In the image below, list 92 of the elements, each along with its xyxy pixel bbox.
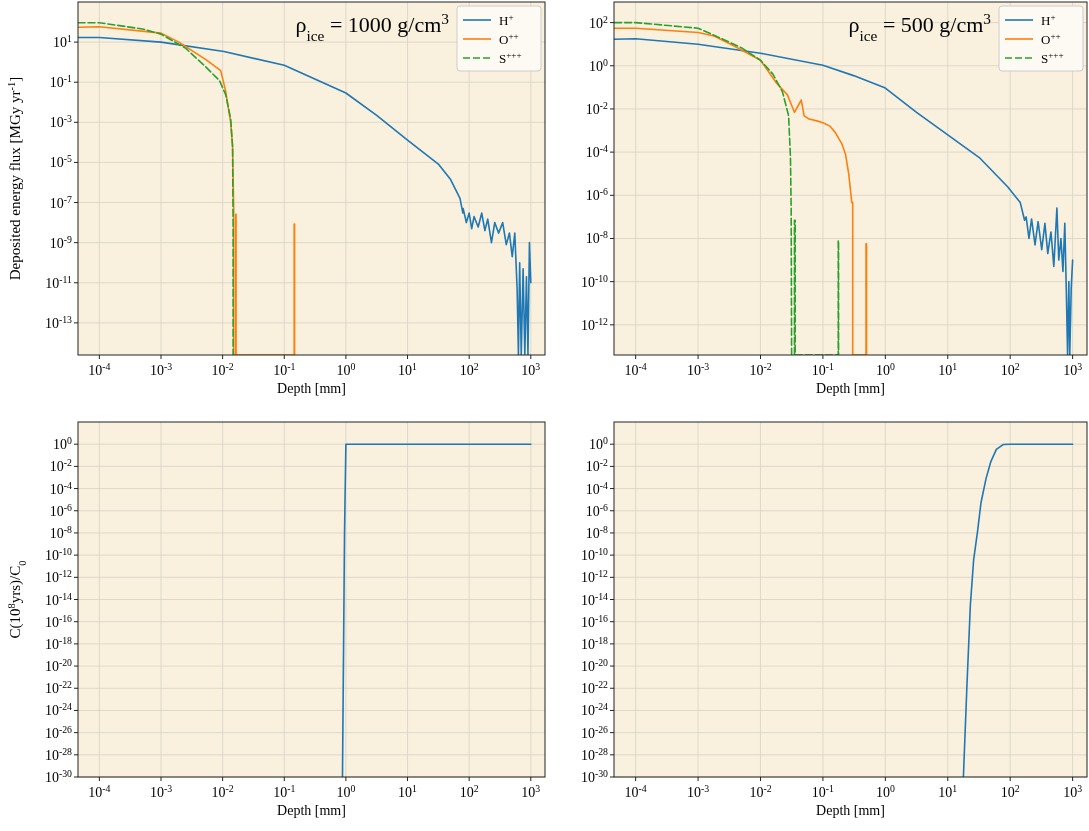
x-tick-label: 10$^{3}$	[1063, 782, 1083, 800]
y-tick-label: 10$^{-12}$	[580, 315, 609, 333]
x-tick-label: 10$^{2}$	[1000, 782, 1020, 800]
y-tick-label: 10$^{-10}$	[44, 545, 73, 564]
y-tick-label: 10$^{-30}$	[580, 767, 609, 785]
x-tick-label: 10$^{-4}$	[88, 360, 111, 378]
y-tick-label: 10$^{-9}$	[49, 233, 73, 251]
y-tick-label: 10$^{-12}$	[580, 567, 609, 586]
y-tick-label: 10$^{-16}$	[580, 612, 609, 630]
x-tick-label: 10$^{0}$	[336, 782, 356, 800]
y-tick-label: 10$^{-18}$	[44, 634, 73, 652]
legend-label: O$^{++}$	[1041, 31, 1061, 47]
y-tick-label: 10$^{-1}$	[49, 72, 73, 91]
y-tick-label: 10$^{-8}$	[585, 523, 609, 541]
y-tick-label: 10$^{1}$	[53, 32, 73, 51]
x-tick-label: 10$^{3}$	[1063, 360, 1083, 378]
y-tick-label: 10$^{-20}$	[580, 656, 609, 675]
x-axis-title: Depth [mm]	[816, 381, 885, 396]
x-tick-label: 10$^{-2}$	[749, 360, 772, 378]
y-tick-label: 10$^{-14}$	[44, 590, 73, 608]
y-tick-label: 10$^{0}$	[53, 434, 73, 453]
x-tick-label: 10$^{-2}$	[211, 782, 234, 800]
x-tick-label: 10$^{1}$	[398, 782, 418, 800]
y-tick-label: 10$^{-2}$	[585, 456, 609, 475]
y-tick-label: 10$^{-2}$	[49, 456, 73, 475]
y-tick-label: 10$^{-4}$	[585, 479, 609, 497]
x-tick-label: 10$^{-3}$	[149, 360, 173, 378]
y-tick-label: 10$^{-10}$	[580, 272, 609, 290]
x-tick-label: 10$^{-1}$	[273, 782, 296, 800]
legend-label: S$^{+++}$	[499, 50, 522, 66]
y-tick-label: 10$^{-4}$	[585, 142, 609, 161]
x-tick-label: 10$^{2}$	[459, 360, 479, 378]
x-tick-label: 10$^{-1}$	[811, 782, 835, 800]
y-tick-label: 10$^{2}$	[589, 13, 609, 31]
y-tick-label: 10$^{-16}$	[44, 612, 73, 630]
y-tick-label: 10$^{-26}$	[44, 723, 73, 741]
x-tick-label: 10$^{0}$	[875, 360, 895, 378]
legend-label: H$^{+}$	[1041, 12, 1056, 28]
y-tick-label: 10$^{-5}$	[49, 152, 73, 171]
y-tick-label: 10$^{-4}$	[49, 479, 73, 497]
legend-label: S$^{+++}$	[1041, 50, 1064, 66]
y-tick-label: 10$^{-7}$	[49, 193, 73, 211]
x-tick-label: 10$^{2}$	[459, 782, 479, 800]
x-tick-label: 10$^{-2}$	[749, 782, 772, 800]
x-tick-label: 10$^{1}$	[938, 782, 958, 800]
x-tick-label: 10$^{1}$	[398, 360, 418, 378]
y-tick-label: 10$^{-6}$	[49, 501, 73, 519]
y-tick-label: 10$^{-13}$	[44, 313, 73, 331]
y-tick-label: 10$^{-30}$	[44, 767, 73, 785]
x-tick-label: 10$^{-4}$	[624, 360, 647, 378]
y-tick-label: 10$^{0}$	[589, 56, 609, 74]
annotation: ρ$_{ice}$ = 500 g/cm$^{3}$	[848, 9, 992, 44]
y-tick-label: 10$^{-6}$	[585, 501, 609, 519]
y-tick-label: 10$^{-22}$	[44, 678, 73, 697]
x-axis-title: Depth [mm]	[277, 381, 346, 396]
y-tick-label: 10$^{-6}$	[585, 185, 609, 204]
x-axis-title: Depth [mm]	[277, 803, 346, 818]
x-tick-label: 10$^{-3}$	[686, 360, 710, 378]
x-tick-label: 10$^{0}$	[875, 782, 895, 800]
y-tick-label: 10$^{-8}$	[49, 523, 73, 541]
y-tick-label: 10$^{-28}$	[44, 745, 73, 763]
x-tick-label: 10$^{1}$	[938, 360, 958, 378]
x-tick-label: 10$^{-1}$	[273, 360, 296, 378]
y-tick-label: 10$^{-2}$	[585, 99, 609, 117]
y-tick-label: 10$^{-20}$	[44, 656, 73, 675]
y-tick-label: 10$^{-28}$	[580, 745, 609, 763]
y-tick-label: 10$^{0}$	[589, 434, 609, 453]
y-tick-label: 10$^{-26}$	[580, 723, 609, 741]
y-tick-label: 10$^{-10}$	[580, 545, 609, 564]
y-tick-label: 10$^{-18}$	[580, 634, 609, 652]
x-axis-title: Depth [mm]	[816, 803, 885, 818]
y-tick-label: 10$^{-8}$	[585, 228, 609, 247]
x-tick-label: 10$^{-2}$	[211, 360, 234, 378]
legend-label: O$^{++}$	[499, 31, 519, 47]
y-tick-label: 10$^{-12}$	[44, 567, 73, 586]
y-tick-label: 10$^{-11}$	[45, 273, 73, 291]
y-tick-label: 10$^{-14}$	[580, 590, 609, 608]
y-tick-label: 10$^{-24}$	[44, 700, 73, 719]
x-tick-label: 10$^{-3}$	[686, 782, 710, 800]
y-tick-label: 10$^{-24}$	[580, 700, 609, 719]
annotation: ρ$_{ice}$ = 1000 g/cm$^{3}$	[295, 9, 450, 44]
x-tick-label: 10$^{-3}$	[149, 782, 173, 800]
x-tick-label: 10$^{0}$	[336, 360, 356, 378]
x-tick-label: 10$^{3}$	[521, 360, 541, 378]
x-tick-label: 10$^{3}$	[521, 782, 541, 800]
y-tick-label: 10$^{-3}$	[49, 112, 73, 131]
y-tick-label: 10$^{-22}$	[580, 678, 609, 697]
x-tick-label: 10$^{-4}$	[624, 782, 647, 800]
legend-label: H$^{+}$	[499, 12, 514, 28]
x-tick-label: 10$^{2}$	[1000, 360, 1020, 378]
x-tick-label: 10$^{-4}$	[88, 782, 111, 800]
x-tick-label: 10$^{-1}$	[811, 360, 835, 378]
